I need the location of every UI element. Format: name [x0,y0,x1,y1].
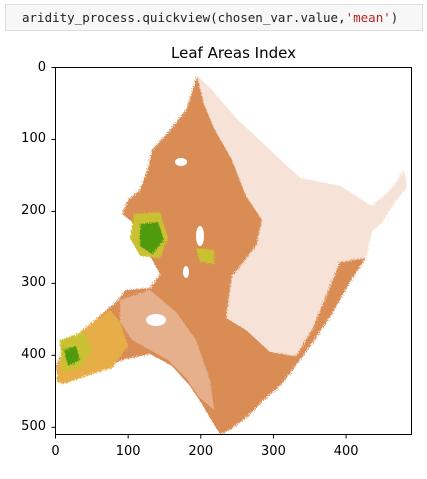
code-string: 'mean' [345,10,391,25]
patch-yellow-3 [196,248,214,264]
lake-3 [183,266,189,278]
y-tick-label: 0 [37,59,46,75]
x-tick-label: 0 [51,444,60,459]
vegetation-patches [60,212,214,372]
axes-frame [55,67,412,435]
x-tick-label: 100 [115,444,141,459]
region-west-light [120,290,214,410]
y-tick-label: 300 [21,275,46,291]
lake-1 [175,158,187,166]
code-cell[interactable]: aridity_process.quickview(chosen_var.val… [5,4,423,31]
x-tick-label: 400 [333,444,359,459]
patch-green-2 [64,346,80,366]
y-tick-label: 200 [21,203,46,219]
y-tick-label: 100 [21,131,46,147]
patch-green-1 [140,222,164,254]
y-tick-label: 500 [21,419,46,435]
code-text: aridity_process.quickview(chosen_var.val… [22,10,346,25]
water-bodies [146,158,204,326]
axis-ticks [51,67,347,439]
map-regions [56,75,407,434]
x-tick-label: 300 [261,444,286,459]
plot-title: Leaf Areas Index [171,44,296,62]
y-tick-label: 400 [21,347,46,363]
code-suffix: ) [390,10,399,25]
region-arid-east [197,75,407,356]
lake-2 [196,226,204,246]
lake-4 [146,314,166,326]
x-tick-label: 200 [188,444,214,459]
